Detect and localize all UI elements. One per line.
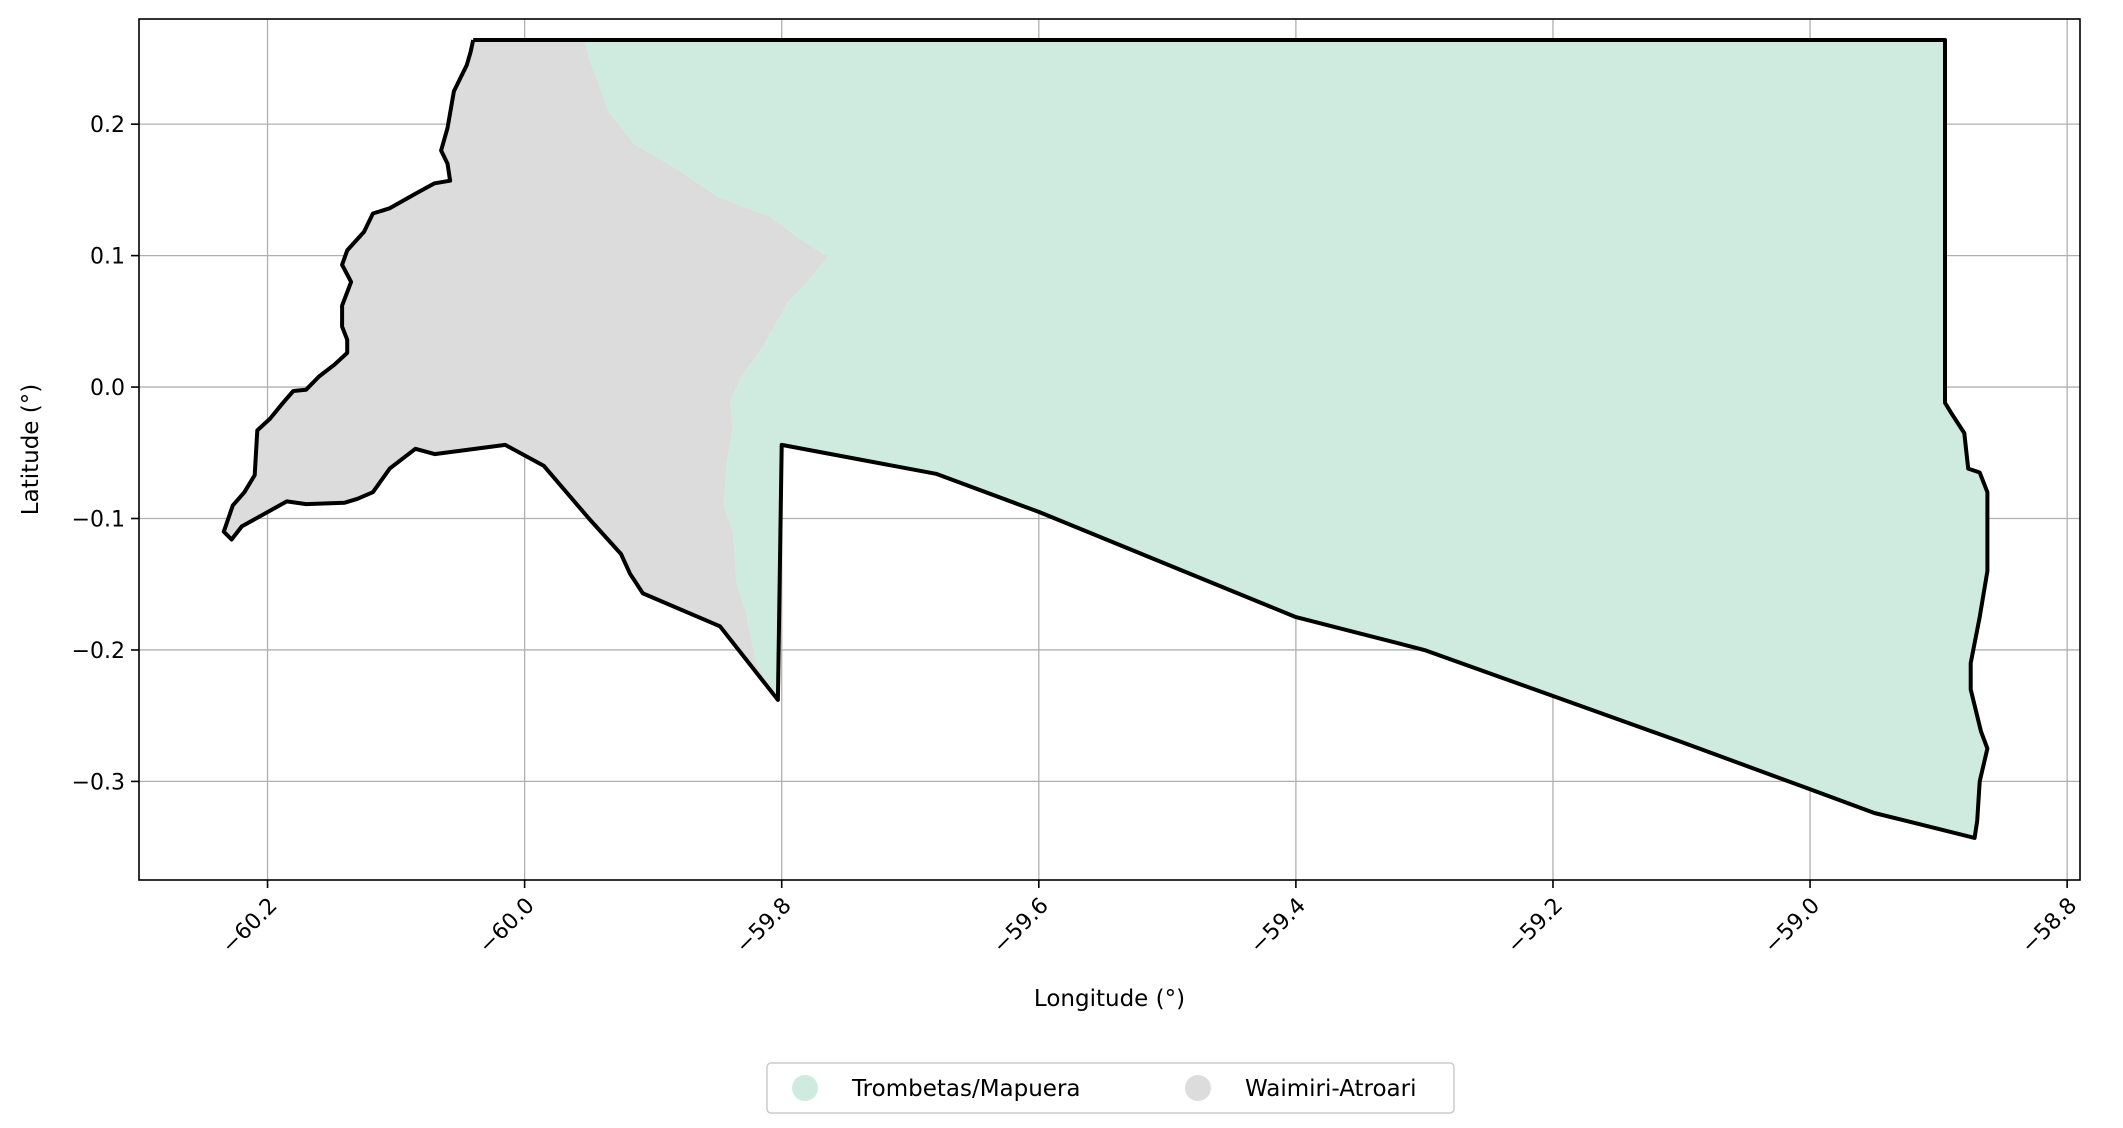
legend-label-waimiri-atroari: Waimiri-Atroari bbox=[1245, 1076, 1417, 1102]
y-tick-label: 0.2 bbox=[90, 113, 125, 138]
legend-entries: Trombetas/Mapuera Waimiri-Atroari bbox=[792, 1075, 1417, 1102]
y-tick-label: −0.2 bbox=[72, 639, 125, 664]
boundary-outline bbox=[221, 38, 1990, 840]
y-tick-label: 0.1 bbox=[90, 245, 125, 270]
legend-label-trombetas-mapuera: Trombetas/Mapuera bbox=[851, 1076, 1081, 1102]
y-tick-label: −0.3 bbox=[72, 770, 125, 795]
x-tick-label: −59.8 bbox=[731, 893, 796, 958]
y-axis-label: Latitude (°) bbox=[18, 384, 44, 515]
x-tick-label: −60.0 bbox=[474, 893, 539, 958]
y-axis-ticks: 0.2 0.1 0.0 −0.1 −0.2 −0.3 bbox=[72, 113, 139, 795]
x-tick-label: −58.8 bbox=[2017, 893, 2082, 958]
legend-box bbox=[766, 1062, 1455, 1114]
x-tick-label: −60.2 bbox=[217, 893, 282, 958]
legend: Trombetas/Mapuera Waimiri-Atroari bbox=[766, 1062, 1455, 1114]
x-axis-ticks: −60.2 −60.0 −59.8 −59.6 −59.4 −59.2 −59.0 −58.8 bbox=[217, 880, 2082, 959]
x-tick-label: −59.2 bbox=[1503, 893, 1568, 958]
x-tick-label: −59.0 bbox=[1760, 893, 1825, 958]
plot-frame bbox=[138, 18, 2081, 881]
region-polygons bbox=[223, 40, 1988, 838]
region-trombetas-mapuera bbox=[585, 40, 1988, 838]
x-axis-label: Longitude (°) bbox=[1034, 986, 1185, 1012]
y-tick-label: 0.0 bbox=[90, 376, 125, 401]
legend-marker-waimiri-atroari bbox=[1185, 1075, 1211, 1101]
x-tick-label: −59.6 bbox=[988, 893, 1053, 958]
boundary-line bbox=[221, 38, 1990, 840]
x-tick-label: −59.4 bbox=[1246, 893, 1311, 958]
y-tick-label: −0.1 bbox=[72, 508, 125, 533]
legend-marker-trombetas-mapuera bbox=[792, 1075, 818, 1101]
region-waimiri-atroari bbox=[223, 40, 829, 700]
